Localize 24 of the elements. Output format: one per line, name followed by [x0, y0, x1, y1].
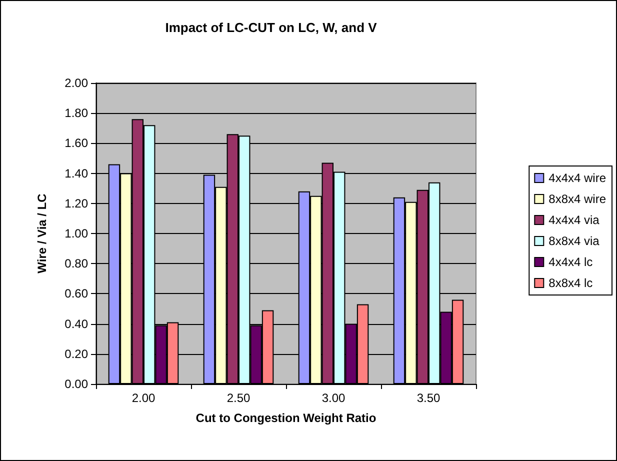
legend-label: 4x4x4 lc: [548, 255, 593, 269]
x-tick-label: 3.50: [416, 391, 440, 405]
legend-label: 4x4x4 wire: [548, 171, 606, 185]
y-tick-label: 2.00: [64, 76, 88, 90]
y-tick-label: 0.40: [64, 316, 88, 331]
legend-label: 8x8x4 via: [548, 234, 600, 248]
x-tick-label: 3.00: [322, 391, 346, 405]
legend-label: 8x8x4 wire: [548, 192, 606, 206]
legend-label: 4x4x4 via: [548, 213, 600, 227]
y-tick-label: 0.20: [64, 346, 88, 361]
y-tick-label: 1.80: [64, 106, 88, 120]
y-tick-label: 1.00: [64, 226, 88, 240]
y-tick-label: 0.80: [64, 256, 88, 271]
y-tick-label: 1.60: [64, 136, 88, 150]
y-tick-label: 0.00: [64, 377, 88, 391]
y-tick-label: 1.40: [64, 166, 88, 180]
x-axis-title: Cut to Congestion Weight Ratio: [196, 411, 376, 425]
x-tick-label: 2.50: [226, 391, 250, 405]
x-tick-label: 2.00: [132, 391, 156, 405]
y-axis-title: Wire / Via / LC: [35, 193, 49, 274]
legend-label: 8x8x4 lc: [548, 276, 593, 290]
y-tick-label: 0.60: [64, 286, 88, 301]
chart-title: Impact of LC-CUT on LC, W, and V: [165, 20, 378, 35]
y-tick-label: 1.20: [64, 196, 88, 210]
